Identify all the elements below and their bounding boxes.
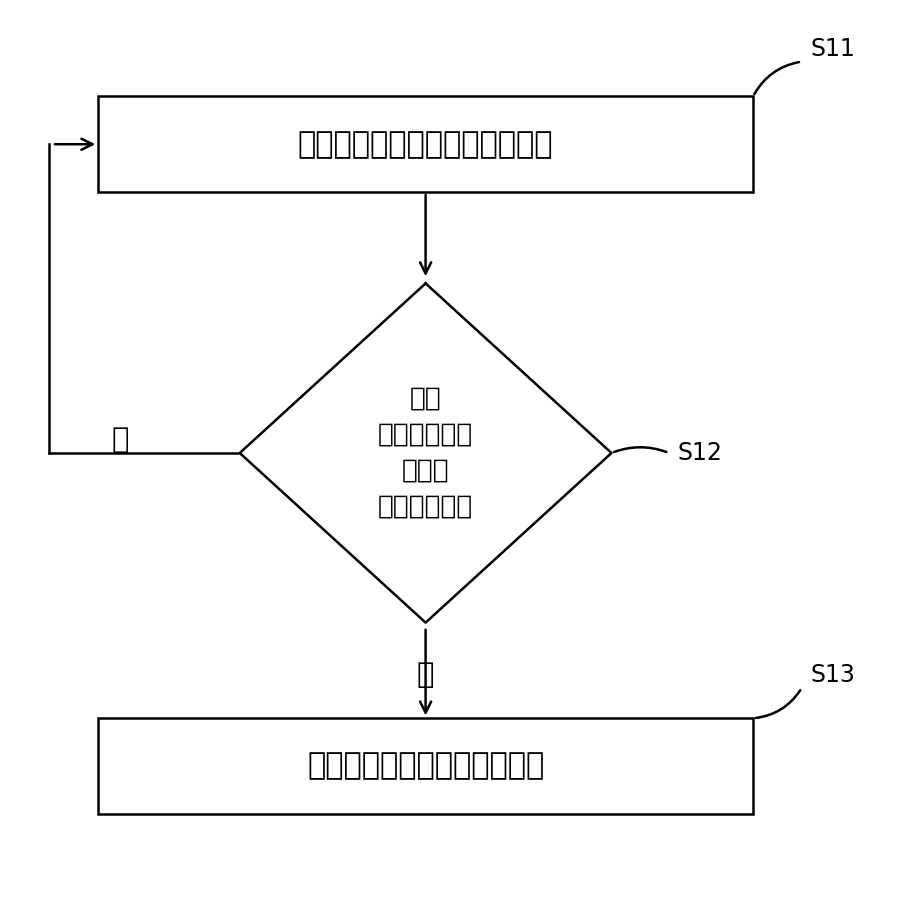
Text: 否: 否 <box>112 426 129 454</box>
Text: 是: 是 <box>417 660 434 689</box>
Text: 采集所述换挡手球的实时压力值: 采集所述换挡手球的实时压力值 <box>298 130 553 159</box>
Text: S13: S13 <box>810 663 856 687</box>
Text: S11: S11 <box>810 36 856 61</box>
Bar <box>98 718 753 814</box>
Text: 采集所述换挡手球的实时位置: 采集所述换挡手球的实时位置 <box>307 752 544 781</box>
Bar <box>98 96 753 192</box>
Text: 判断
所述实时压力
值是否
大于设定压力: 判断 所述实时压力 值是否 大于设定压力 <box>378 386 473 520</box>
Text: S12: S12 <box>678 441 723 465</box>
